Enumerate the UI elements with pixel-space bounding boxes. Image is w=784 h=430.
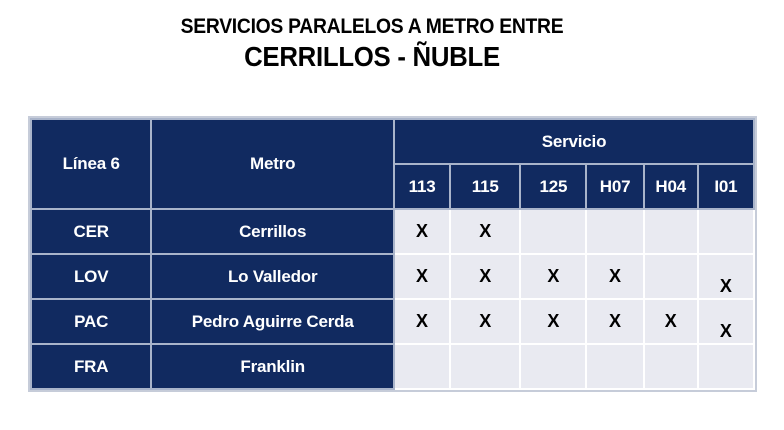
header-row-codes: 113 115 125 H07 H04 I01 — [31, 163, 756, 210]
service-mark-cell: X — [392, 208, 452, 255]
service-mark-cell — [519, 343, 588, 390]
table-row: LOV Lo Valledor X X X X X — [29, 253, 756, 300]
slide-title: SERVICIOS PARALELOS A METRO ENTRE CERRIL… — [0, 13, 744, 73]
service-mark-cell: X — [392, 253, 452, 300]
station-code-cell: PAC — [29, 298, 153, 345]
station-code-cell: FRA — [29, 343, 153, 390]
table-row: PAC Pedro Aguirre Cerda X X X X X X — [29, 298, 756, 345]
service-code-header: I01 — [696, 163, 756, 210]
service-mark-cell — [642, 253, 699, 300]
table-row: FRA Franklin — [29, 343, 756, 390]
service-mark-cell: X — [696, 253, 756, 300]
service-mark-cell: X — [392, 298, 452, 345]
service-mark-cell — [642, 208, 699, 255]
service-mark-cell: X — [519, 253, 588, 300]
table-row: CER Cerrillos X X — [29, 208, 756, 255]
service-mark-cell — [585, 343, 645, 390]
service-mark-cell: X — [585, 253, 645, 300]
service-code-header: 113 — [392, 163, 452, 210]
station-name-cell: Franklin — [150, 343, 395, 390]
station-name-cell: Cerrillos — [150, 208, 395, 255]
service-mark-cell: X — [519, 298, 588, 345]
header-linea6: Línea 6 — [29, 118, 153, 210]
service-code-header: 115 — [449, 163, 522, 210]
service-mark-cell — [642, 343, 699, 390]
services-table: Línea 6 Metro Servicio 113 115 125 H07 H… — [29, 118, 756, 390]
station-name-cell: Pedro Aguirre Cerda — [150, 298, 395, 345]
service-code-header: H04 — [642, 163, 699, 210]
service-mark-cell — [696, 343, 756, 390]
service-mark-cell — [585, 208, 645, 255]
service-mark-cell: X — [585, 298, 645, 345]
title-line-1: SERVICIOS PARALELOS A METRO ENTRE — [180, 15, 564, 38]
service-code-header: H07 — [585, 163, 645, 210]
header-row-top: Línea 6 Metro Servicio — [29, 118, 756, 210]
service-mark-cell — [449, 343, 522, 390]
service-mark-cell — [696, 208, 756, 255]
service-mark-cell — [392, 343, 452, 390]
services-table-container: Línea 6 Metro Servicio 113 115 125 H07 H… — [28, 116, 757, 392]
station-code-cell: CER — [29, 208, 153, 255]
service-mark-cell: X — [449, 298, 522, 345]
header-servicio: Servicio — [392, 118, 756, 165]
service-mark-cell: X — [642, 298, 699, 345]
service-code-header: 125 — [519, 163, 588, 210]
service-mark-cell: X — [696, 298, 756, 345]
service-mark-cell — [519, 208, 588, 255]
station-name-cell: Lo Valledor — [150, 253, 395, 300]
service-mark-cell: X — [449, 253, 522, 300]
service-mark-cell: X — [449, 208, 522, 255]
station-code-cell: LOV — [29, 253, 153, 300]
header-metro: Metro — [150, 118, 395, 210]
title-line-2: CERRILLOS - ÑUBLE — [244, 41, 500, 72]
